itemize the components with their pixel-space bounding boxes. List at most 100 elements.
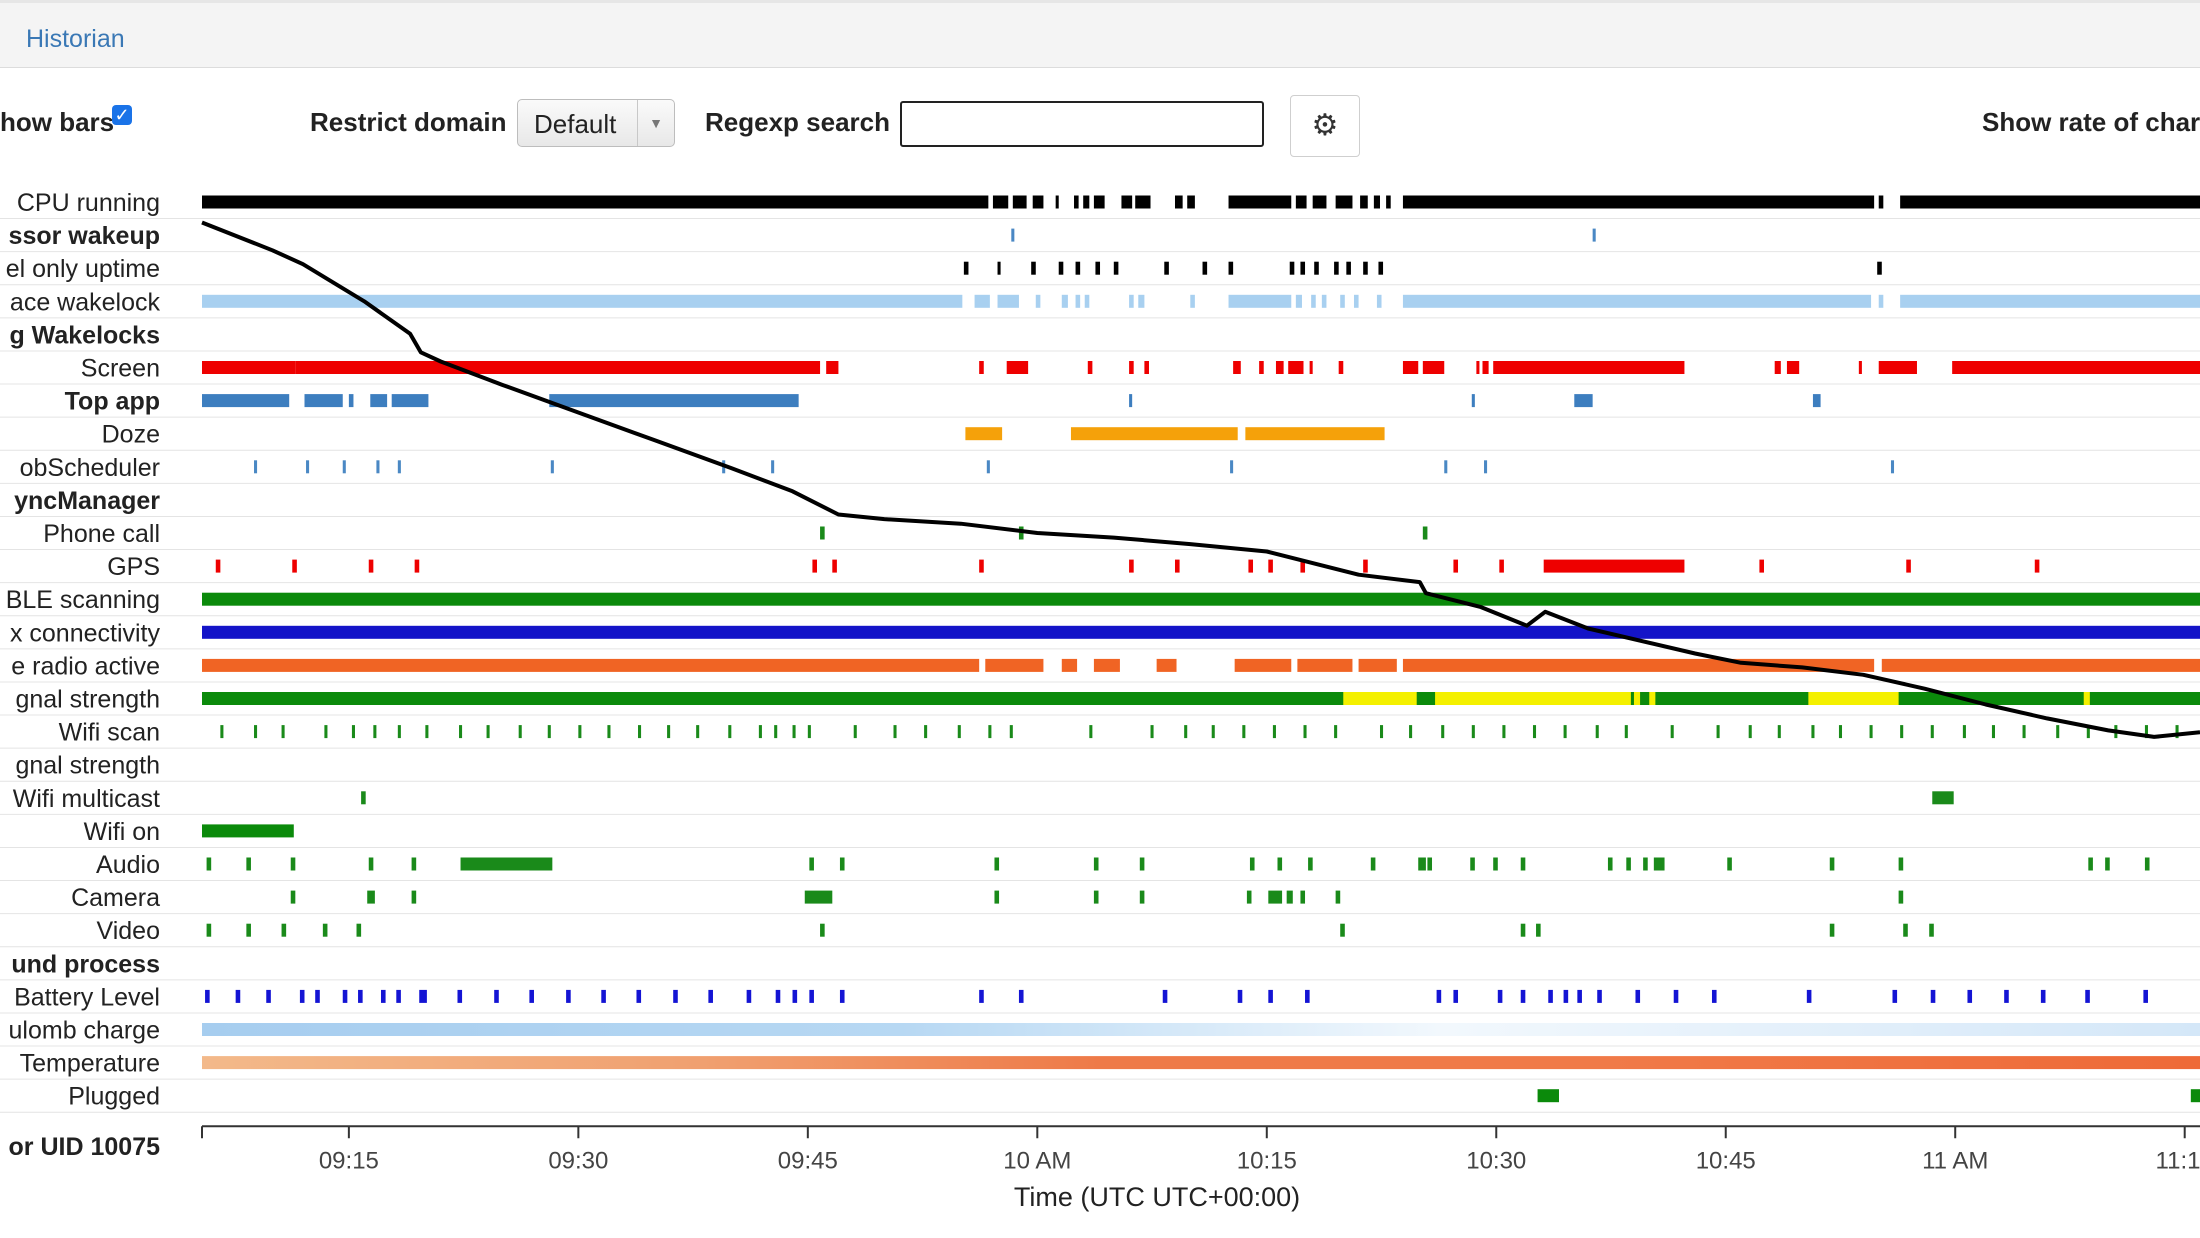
timeline-bar[interactable] bbox=[1074, 195, 1079, 209]
timeline-bar[interactable] bbox=[202, 195, 989, 209]
timeline-bar[interactable] bbox=[1869, 725, 1873, 739]
timeline-bar[interactable] bbox=[1520, 923, 1526, 937]
timeline-bar[interactable] bbox=[1878, 294, 1884, 308]
timeline-bar[interactable] bbox=[1187, 195, 1195, 209]
timeline-bar[interactable] bbox=[839, 857, 845, 871]
timeline-bar[interactable] bbox=[235, 989, 241, 1003]
timeline-bar[interactable] bbox=[792, 725, 796, 739]
timeline-bar[interactable] bbox=[299, 989, 305, 1003]
timeline-bar[interactable] bbox=[1422, 526, 1428, 540]
timeline-bar[interactable] bbox=[997, 261, 1001, 275]
timeline-bar[interactable] bbox=[351, 725, 355, 739]
timeline-bar[interactable] bbox=[985, 658, 1044, 672]
timeline-bar[interactable] bbox=[924, 725, 928, 739]
timeline-bar[interactable] bbox=[774, 725, 778, 739]
timeline-bar[interactable] bbox=[1929, 923, 1934, 937]
timeline-bar[interactable] bbox=[358, 989, 363, 1003]
timeline-bar[interactable] bbox=[202, 625, 2200, 639]
signal-moderate-bar[interactable] bbox=[1808, 692, 1899, 705]
timeline-bar[interactable] bbox=[1242, 725, 1246, 739]
timeline-bar[interactable] bbox=[1373, 195, 1380, 209]
timeline-bar[interactable] bbox=[1272, 725, 1276, 739]
timeline-bar[interactable] bbox=[202, 824, 294, 838]
timeline-bar[interactable] bbox=[1537, 1089, 1559, 1103]
timeline-bar[interactable] bbox=[202, 592, 2200, 606]
timeline-bar[interactable] bbox=[315, 989, 320, 1003]
timeline-bar[interactable] bbox=[1812, 394, 1821, 408]
timeline-bar[interactable] bbox=[1643, 857, 1648, 871]
timeline-bar[interactable] bbox=[1378, 261, 1384, 275]
timeline-bar[interactable] bbox=[206, 857, 212, 871]
timeline-bar[interactable] bbox=[1011, 228, 1015, 242]
timeline-bar[interactable] bbox=[1774, 361, 1781, 374]
timeline-bar[interactable] bbox=[1093, 890, 1099, 904]
timeline-bar[interactable] bbox=[1249, 857, 1255, 871]
timeline-bar[interactable] bbox=[1471, 394, 1475, 408]
timeline-bar[interactable] bbox=[1228, 261, 1234, 275]
timeline-bar[interactable] bbox=[1476, 361, 1480, 374]
timeline-bar[interactable] bbox=[1275, 361, 1284, 374]
timeline-bar[interactable] bbox=[202, 692, 2200, 705]
timeline-bar[interactable] bbox=[804, 890, 833, 904]
timeline-bar[interactable] bbox=[1113, 261, 1119, 275]
timeline-bar[interactable] bbox=[1259, 361, 1264, 374]
timeline-bar[interactable] bbox=[1502, 725, 1506, 739]
timeline-bar[interactable] bbox=[1083, 195, 1090, 209]
timeline-bar[interactable] bbox=[758, 725, 762, 739]
timeline-bar[interactable] bbox=[290, 857, 296, 871]
timeline-bar[interactable] bbox=[376, 460, 380, 474]
timeline-bar[interactable] bbox=[1878, 361, 1917, 374]
timeline-bar[interactable] bbox=[1653, 857, 1665, 871]
settings-button[interactable]: ⚙ bbox=[1290, 95, 1360, 157]
timeline-bar[interactable] bbox=[1335, 890, 1341, 904]
timeline-bar[interactable] bbox=[1436, 989, 1442, 1003]
timeline-bar[interactable] bbox=[1334, 725, 1338, 739]
timeline-bar[interactable] bbox=[1346, 261, 1351, 275]
timeline-bar[interactable] bbox=[1592, 228, 1596, 242]
timeline-bar[interactable] bbox=[1493, 361, 1685, 374]
timeline-bar[interactable] bbox=[1075, 261, 1081, 275]
timeline-bar[interactable] bbox=[425, 725, 429, 739]
timeline-bar[interactable] bbox=[853, 725, 857, 739]
timeline-bar[interactable] bbox=[2175, 725, 2179, 739]
timeline-bar[interactable] bbox=[2056, 725, 2060, 739]
timeline-bar[interactable] bbox=[988, 725, 992, 739]
timeline-bar[interactable] bbox=[1363, 261, 1368, 275]
timeline-bar[interactable] bbox=[380, 989, 386, 1003]
timeline-bar[interactable] bbox=[215, 559, 221, 573]
timeline-bar[interactable] bbox=[1900, 725, 1904, 739]
restrict-domain-select[interactable]: Default ▼ bbox=[517, 99, 675, 147]
timeline-bar[interactable] bbox=[1202, 261, 1208, 275]
timeline-bar[interactable] bbox=[1453, 559, 1459, 573]
timeline-bar[interactable] bbox=[792, 989, 798, 1003]
timeline-bar[interactable] bbox=[1607, 857, 1613, 871]
timeline-bar[interactable] bbox=[202, 1023, 2200, 1036]
timeline-bar[interactable] bbox=[1409, 725, 1413, 739]
timeline-bar[interactable] bbox=[1838, 725, 1843, 739]
timeline-bar[interactable] bbox=[1295, 294, 1302, 308]
timeline-bar[interactable] bbox=[1932, 791, 1954, 805]
timeline-bar[interactable] bbox=[1006, 361, 1029, 374]
timeline-bar[interactable] bbox=[1314, 261, 1319, 275]
timeline-bar[interactable] bbox=[1900, 195, 2200, 209]
timeline-bar[interactable] bbox=[460, 857, 553, 871]
timeline-bar[interactable] bbox=[1748, 725, 1752, 739]
timeline-bar[interactable] bbox=[246, 857, 251, 871]
timeline-bar[interactable] bbox=[295, 361, 821, 374]
timeline-bar[interactable] bbox=[370, 394, 388, 408]
timeline-bar[interactable] bbox=[1156, 658, 1177, 672]
timeline-bar[interactable] bbox=[254, 460, 258, 474]
timeline-bar[interactable] bbox=[1018, 989, 1024, 1003]
timeline-bar[interactable] bbox=[1334, 261, 1339, 275]
signal-moderate-bar[interactable] bbox=[1649, 692, 1656, 705]
timeline-bar[interactable] bbox=[839, 989, 845, 1003]
timeline-bar[interactable] bbox=[979, 989, 984, 1003]
timeline-bar[interactable] bbox=[1174, 195, 1183, 209]
timeline-bar[interactable] bbox=[1402, 658, 1875, 672]
timeline-bar[interactable] bbox=[457, 989, 463, 1003]
timeline-bar[interactable] bbox=[994, 857, 1000, 871]
timeline-bar[interactable] bbox=[419, 989, 427, 1003]
timeline-bar[interactable] bbox=[1228, 195, 1292, 209]
timeline-bar[interactable] bbox=[1881, 658, 2200, 672]
timeline-bar[interactable] bbox=[1898, 890, 1904, 904]
